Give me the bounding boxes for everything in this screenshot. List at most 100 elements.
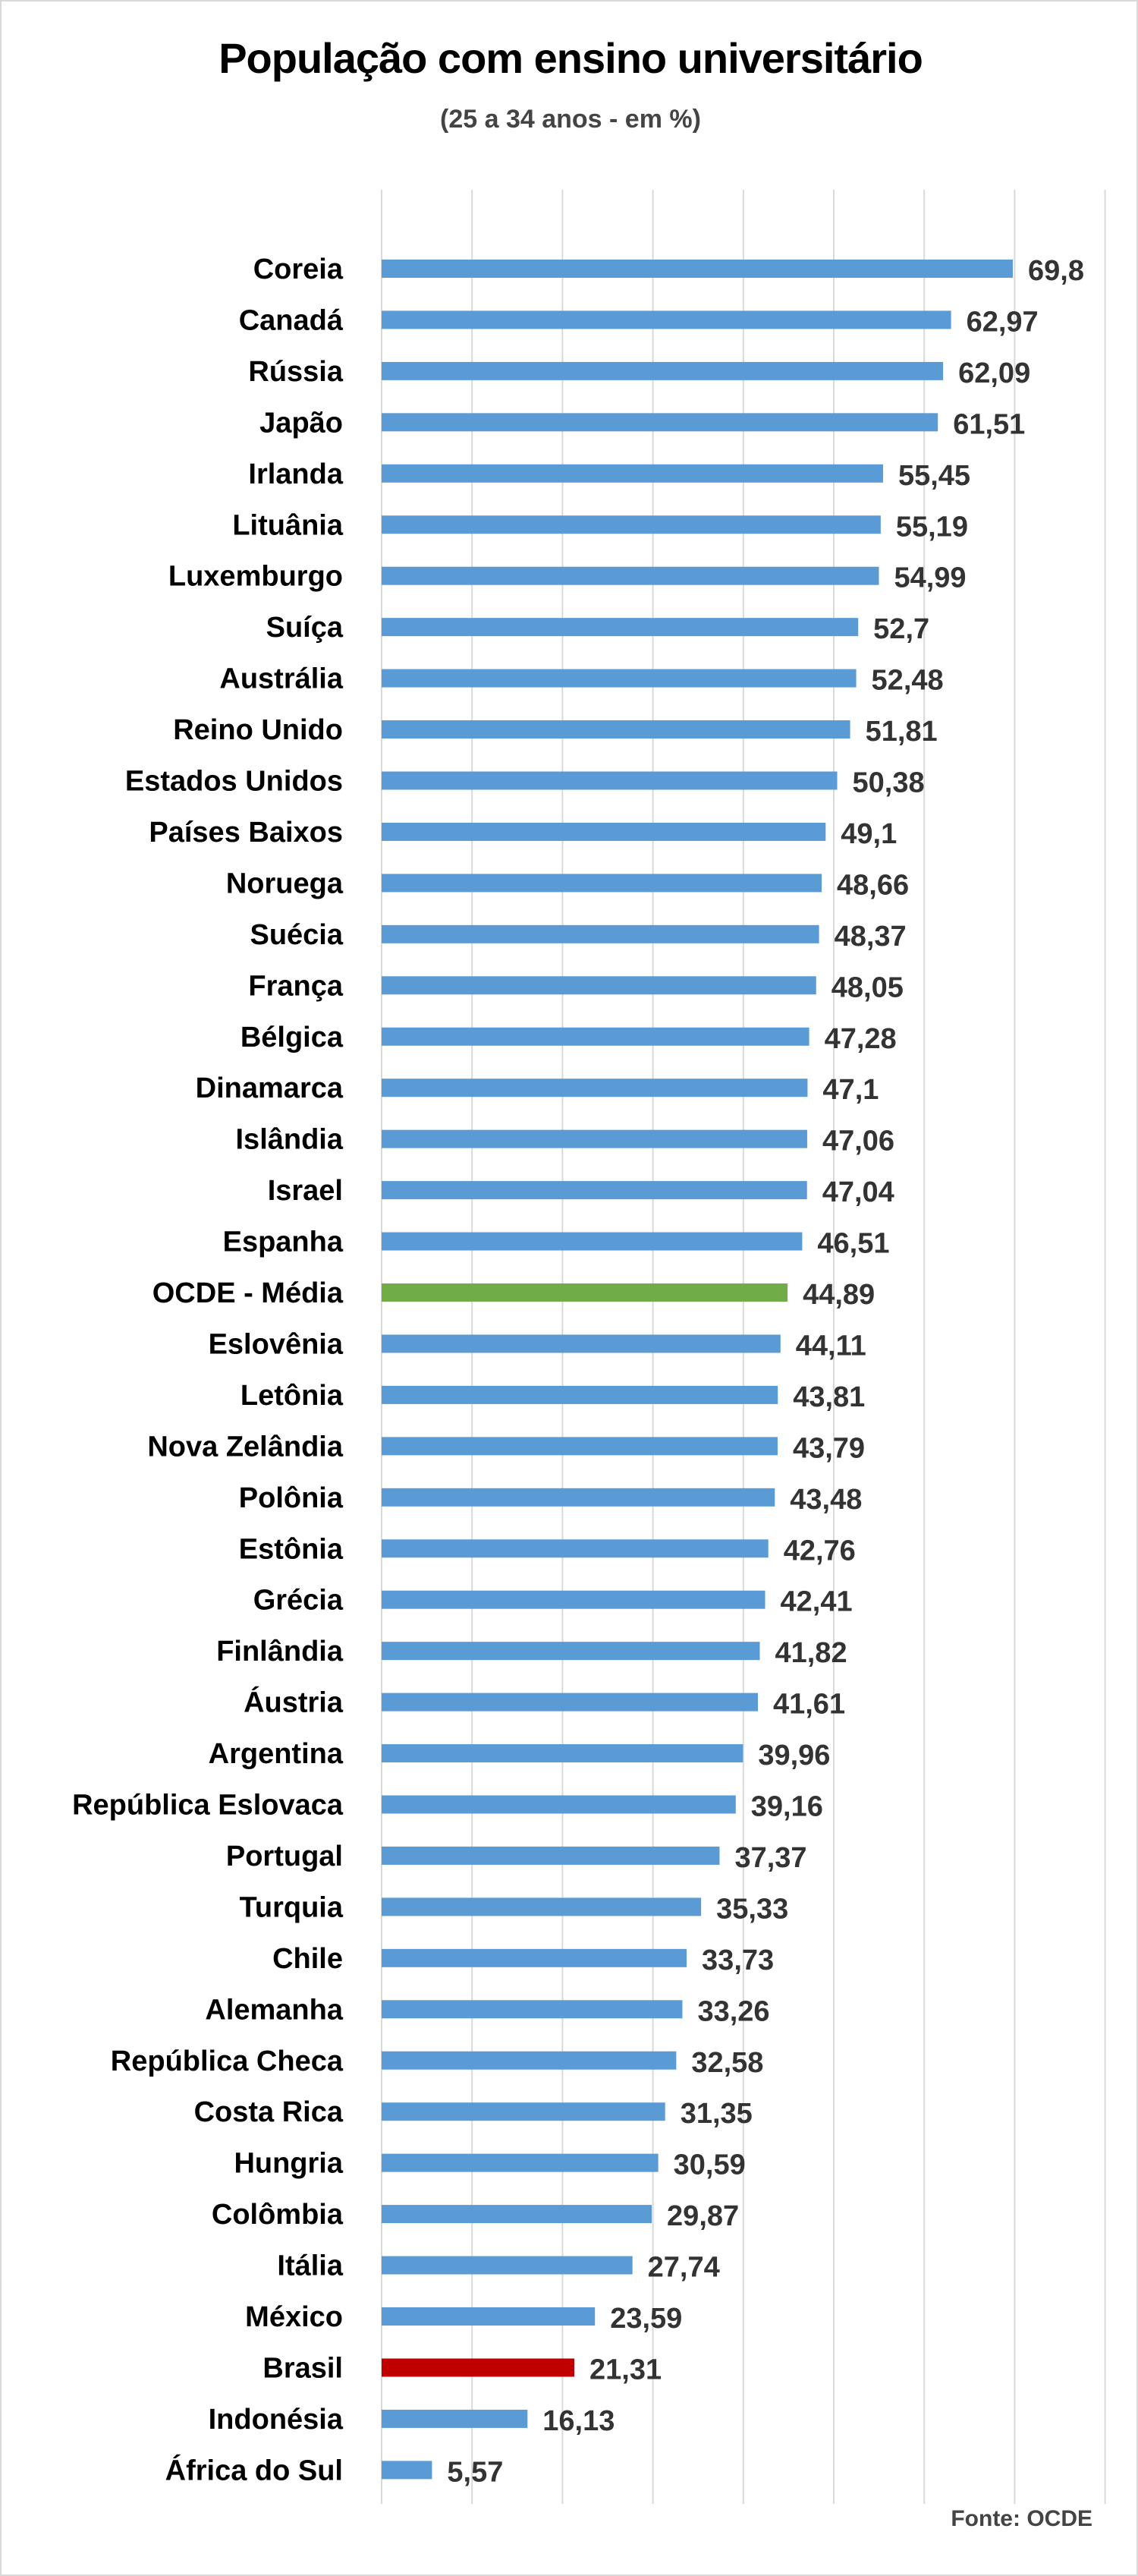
data-label: 49,1 [841,818,897,850]
category-label: Argentina [209,1738,344,1770]
data-label: 62,97 [967,306,1039,338]
data-label: 55,45 [898,460,970,492]
category-label: Polônia [239,1482,344,1514]
bar [382,1283,788,1302]
data-label: 47,1 [822,1074,879,1106]
data-label: 43,81 [793,1381,865,1413]
category-label: Nova Zelândia [147,1431,343,1463]
category-label: Áustria [244,1686,344,1719]
category-label: Estônia [239,1533,344,1565]
data-label: 16,13 [542,2405,615,2437]
bar [382,2307,596,2326]
bar [382,822,826,841]
category-label: Austrália [219,663,343,695]
data-label: 41,82 [775,1637,847,1669]
bar [382,1079,808,1097]
bar [382,1897,702,1916]
data-label: 43,48 [790,1484,862,1516]
bar [382,260,1014,278]
category-label: Luxemburgo [168,561,343,593]
bar [382,2000,683,2019]
category-label: OCDE - Média [152,1277,344,1309]
chart-subtitle: (25 a 34 anos - em %) [440,105,701,134]
bar [382,1437,778,1456]
category-label: Letônia [240,1380,344,1412]
bar [382,1232,803,1251]
bar [382,1642,760,1661]
bar [382,1129,807,1148]
category-label: Estados Unidos [125,766,343,798]
bar [382,1590,765,1609]
data-label: 47,06 [822,1126,894,1157]
data-label: 46,51 [817,1228,889,1260]
bar [382,361,944,380]
data-label: 47,28 [825,1023,897,1055]
source-note: Fonte: OCDE [951,2506,1092,2531]
data-label: 29,87 [667,2200,739,2232]
category-label: Canadá [239,304,344,336]
category-label: Costa Rica [194,2096,344,2128]
category-label: República Eslovaca [72,1790,344,1822]
category-label: Colômbia [212,2199,344,2231]
bar [382,1948,687,1967]
bar [382,2205,652,2224]
category-label: Espanha [223,1227,344,1258]
category-label: Finlândia [216,1636,344,1667]
category-label: Chile [272,1943,343,1975]
bar [382,2358,575,2377]
data-label: 30,59 [674,2149,746,2181]
data-label: 31,35 [681,2098,753,2130]
category-label: França [248,970,343,1002]
category-label: Islândia [236,1124,344,1156]
data-label: 55,19 [896,511,968,543]
bar [382,464,883,483]
bar [382,2051,677,2070]
bar [382,1744,743,1763]
bar [382,2256,633,2275]
bar [382,515,881,534]
data-label: 39,16 [751,1791,823,1823]
category-label: Países Baixos [149,817,343,849]
bar [382,413,938,432]
category-label: Coreia [253,254,344,285]
bar [382,1334,781,1353]
data-label: 48,05 [831,972,904,1003]
bar [382,1181,807,1200]
bar [382,2409,528,2428]
category-label: Japão [259,407,343,439]
data-label: 69,8 [1028,255,1084,287]
category-label: Brasil [262,2352,343,2384]
category-label: Lituânia [232,509,344,541]
data-label: 54,99 [894,562,966,594]
data-label: 50,38 [853,767,925,799]
data-label: 23,59 [610,2303,682,2335]
category-label: Israel [268,1175,343,1207]
bar [382,669,857,688]
bar [382,618,859,637]
category-label: México [245,2301,343,2333]
bar [382,1795,736,1814]
data-label: 33,73 [702,1945,774,1976]
category-label: Noruega [226,868,344,899]
data-label: 37,37 [734,1842,806,1874]
category-label: Portugal [226,1841,343,1872]
bar [382,310,951,329]
chart-title: População com ensino universitário [218,34,923,82]
bar [382,976,816,995]
data-label: 44,11 [796,1330,866,1362]
category-label: Itália [277,2250,343,2282]
data-label: 61,51 [953,408,1025,440]
category-label: Grécia [253,1585,344,1617]
category-label: Rússia [248,356,343,388]
category-label: Dinamarca [196,1072,344,1104]
data-label: 51,81 [866,716,938,748]
bar [382,1693,758,1712]
bar [382,2153,659,2172]
bar [382,1385,778,1404]
data-label: 41,61 [773,1689,845,1721]
category-label: Alemanha [205,1994,343,2026]
category-label: Irlanda [248,458,343,490]
bar [382,566,879,585]
bar [382,1846,720,1865]
